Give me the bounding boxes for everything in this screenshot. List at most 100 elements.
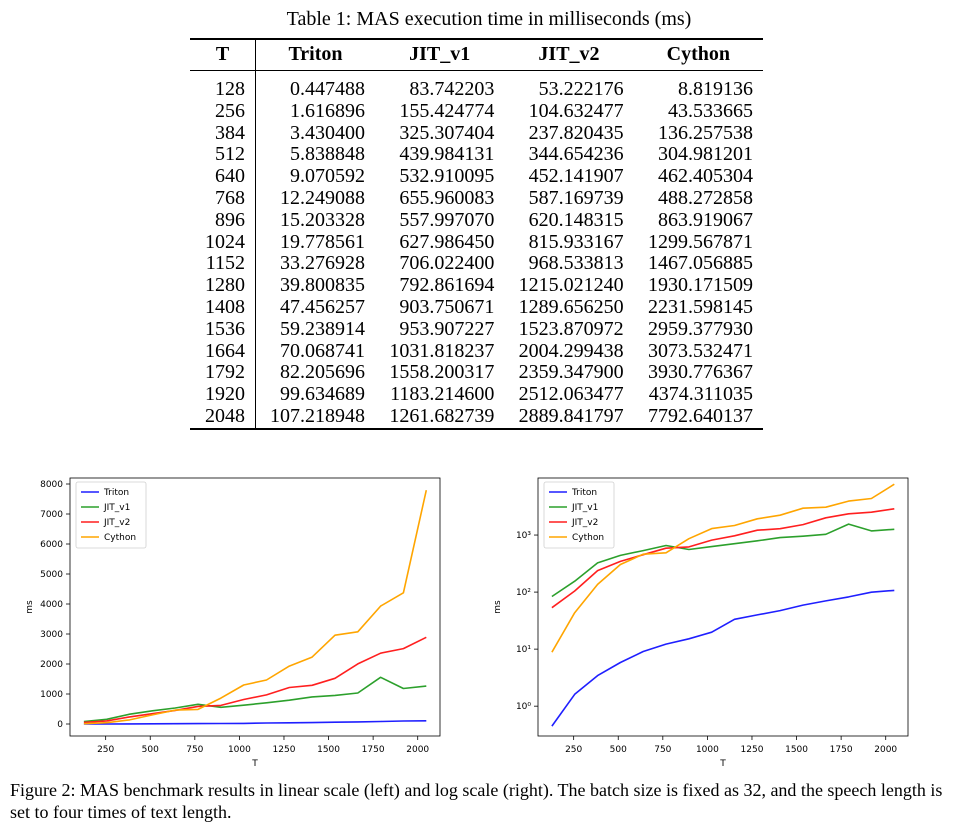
execution-time-table: T Triton JIT_v1 JIT_v2 Cython 128 0.44748… [190, 38, 763, 430]
cell-triton: 99.634689 [280, 383, 365, 406]
column-header-t: T [190, 39, 256, 71]
cell-triton: 82.205696 [280, 361, 365, 384]
cell-cython: 304.981201 [658, 143, 753, 166]
cell-jit-v2: 237.820435 [528, 121, 624, 144]
legend-label: Cython [104, 533, 136, 543]
series-line-cython [83, 490, 428, 725]
y-tick-label: 4000 [40, 600, 63, 610]
x-tick-label: 1750 [362, 745, 385, 755]
cell-jit-v1: 655.960083 [399, 186, 495, 209]
y-tick-label: 5000 [40, 570, 63, 580]
cell-jit-v2: 2004.299438 [518, 339, 624, 362]
cell-jit-v2: 968.533813 [528, 252, 624, 275]
table-row: 1152 33.276928 706.022400 968.533813 1467.05… [190, 252, 763, 276]
x-tick-label: 1000 [696, 745, 719, 755]
cell-triton: 59.238914 [280, 317, 365, 340]
cell-t: 1920 [190, 383, 256, 406]
x-tick-label: 1250 [741, 745, 764, 755]
y-tick-label: 8000 [40, 480, 63, 490]
cell-jit-v2: 344.654236 [528, 143, 624, 166]
cell-triton: 9.070592 [290, 165, 365, 188]
y-tick-label: 10¹ [516, 645, 531, 655]
cell-t: 1792 [190, 362, 256, 385]
log-chart-svg: 250 500 750 1000 1250 1500 1750 2000 10⁰ 10¹ 10² 10… [493, 477, 909, 769]
cell-jit-v2: 104.632477 [528, 99, 624, 122]
log-scale-chart: 250 500 750 1000 1250 1500 1750 2000 10⁰ 10¹ 10² 10… [490, 470, 910, 769]
cell-cython: 1930.171509 [648, 274, 753, 297]
cell-jit-v2: 1523.870972 [518, 317, 624, 340]
y-tick-label: 3000 [40, 630, 63, 640]
cell-cython: 8.819136 [678, 78, 753, 100]
cell-jit-v1: 706.022400 [399, 252, 495, 275]
legend-label: JIT_v2 [571, 518, 598, 528]
cell-cython: 2231.598145 [648, 295, 753, 318]
figure-caption: Figure 2: MAS benchmark results in linea… [10, 780, 943, 822]
cell-jit-v2: 53.222176 [538, 78, 624, 100]
cell-jit-v1: 325.307404 [399, 121, 495, 144]
legend-label: Cython [572, 533, 604, 543]
cell-jit-v1: 1261.682739 [389, 404, 495, 427]
legend-box [543, 481, 615, 549]
plot-frame [69, 477, 441, 737]
x-tick-label: 1500 [317, 745, 340, 755]
cell-triton: 3.430400 [290, 121, 365, 144]
table-row: 768 12.249088 655.960083 587.169739 488.2728… [190, 186, 763, 210]
y-tick-label: 10⁰ [516, 702, 531, 712]
table-row: 1408 47.456257 903.750671 1289.656250 2231.5… [190, 295, 763, 319]
y-tick-label: 2000 [40, 660, 63, 670]
cell-triton: 0.447488 [290, 78, 365, 100]
cell-jit-v2: 2359.347900 [518, 361, 624, 384]
y-tick-label: 6000 [40, 540, 63, 550]
cell-jit-v2: 587.169739 [528, 186, 624, 209]
legend-box [75, 481, 147, 549]
x-tick-label: 2000 [406, 745, 429, 755]
x-tick-label: 750 [186, 745, 203, 755]
y-tick-label: 1000 [40, 690, 63, 700]
x-axis-label: T [251, 759, 258, 769]
cell-cython: 3073.532471 [648, 339, 753, 362]
cell-jit-v2: 452.141907 [528, 165, 624, 188]
y-tick-label: 10² [516, 588, 531, 598]
cell-triton: 1.616896 [290, 99, 365, 122]
legend-label: JIT_v2 [103, 518, 130, 528]
cell-triton: 33.276928 [280, 252, 365, 275]
cell-t: 1536 [190, 318, 256, 341]
table-row: 256 1.616896 155.424774 104.632477 43.533665 [190, 99, 763, 123]
table-row: 2048 107.218948 1261.682739 2889.841797 7792… [190, 404, 763, 429]
y-tick-label: 0 [57, 720, 63, 730]
cell-t: 1280 [190, 274, 256, 297]
y-tick-label: 7000 [40, 510, 63, 520]
cell-jit-v1: 1183.214600 [390, 383, 495, 406]
cell-cython: 1299.567871 [648, 230, 753, 253]
x-axis-label: T [719, 759, 726, 769]
legend-label: Triton [571, 488, 597, 498]
cell-t: 1664 [190, 340, 256, 363]
cell-cython: 488.272858 [658, 186, 753, 209]
cell-triton: 107.218948 [270, 404, 365, 427]
y-axis-label: ms [25, 600, 35, 614]
table-row: 1664 70.068741 1031.818237 2004.299438 3073.… [190, 339, 763, 363]
cell-triton: 70.068741 [280, 339, 365, 362]
cell-triton: 39.800835 [280, 274, 365, 297]
series-line-jit-v2 [83, 636, 427, 724]
cell-cython: 863.919067 [658, 208, 753, 231]
cell-cython: 3930.776367 [648, 361, 753, 384]
cell-jit-v2: 1215.021240 [518, 274, 624, 297]
x-tick-label: 250 [97, 745, 114, 755]
column-header-jit-v1: JIT_v1 [409, 42, 471, 65]
table-row: 640 9.070592 532.910095 452.141907 462.40530… [190, 165, 763, 188]
cell-jit-v2: 2512.063477 [518, 383, 624, 406]
y-axis-label: ms [493, 600, 503, 614]
cell-t: 768 [190, 187, 256, 210]
cell-jit-v1: 792.861694 [399, 274, 495, 297]
series-line-jit-v1 [551, 523, 895, 598]
linear-scale-chart: 250 500 750 1000 1250 1500 1750 2000 0 1000 2000 30… [22, 470, 442, 769]
cell-jit-v2: 1289.656250 [518, 295, 624, 318]
cell-jit-v1: 155.424774 [399, 99, 495, 122]
cell-cython: 1467.056885 [648, 252, 753, 275]
legend-label: Triton [103, 488, 129, 498]
cell-cython: 136.257538 [658, 121, 753, 144]
cell-cython: 4374.311035 [648, 383, 753, 406]
table-row: 1920 99.634689 1183.214600 2512.063477 4374.… [190, 383, 763, 406]
series-line-triton [551, 589, 895, 727]
